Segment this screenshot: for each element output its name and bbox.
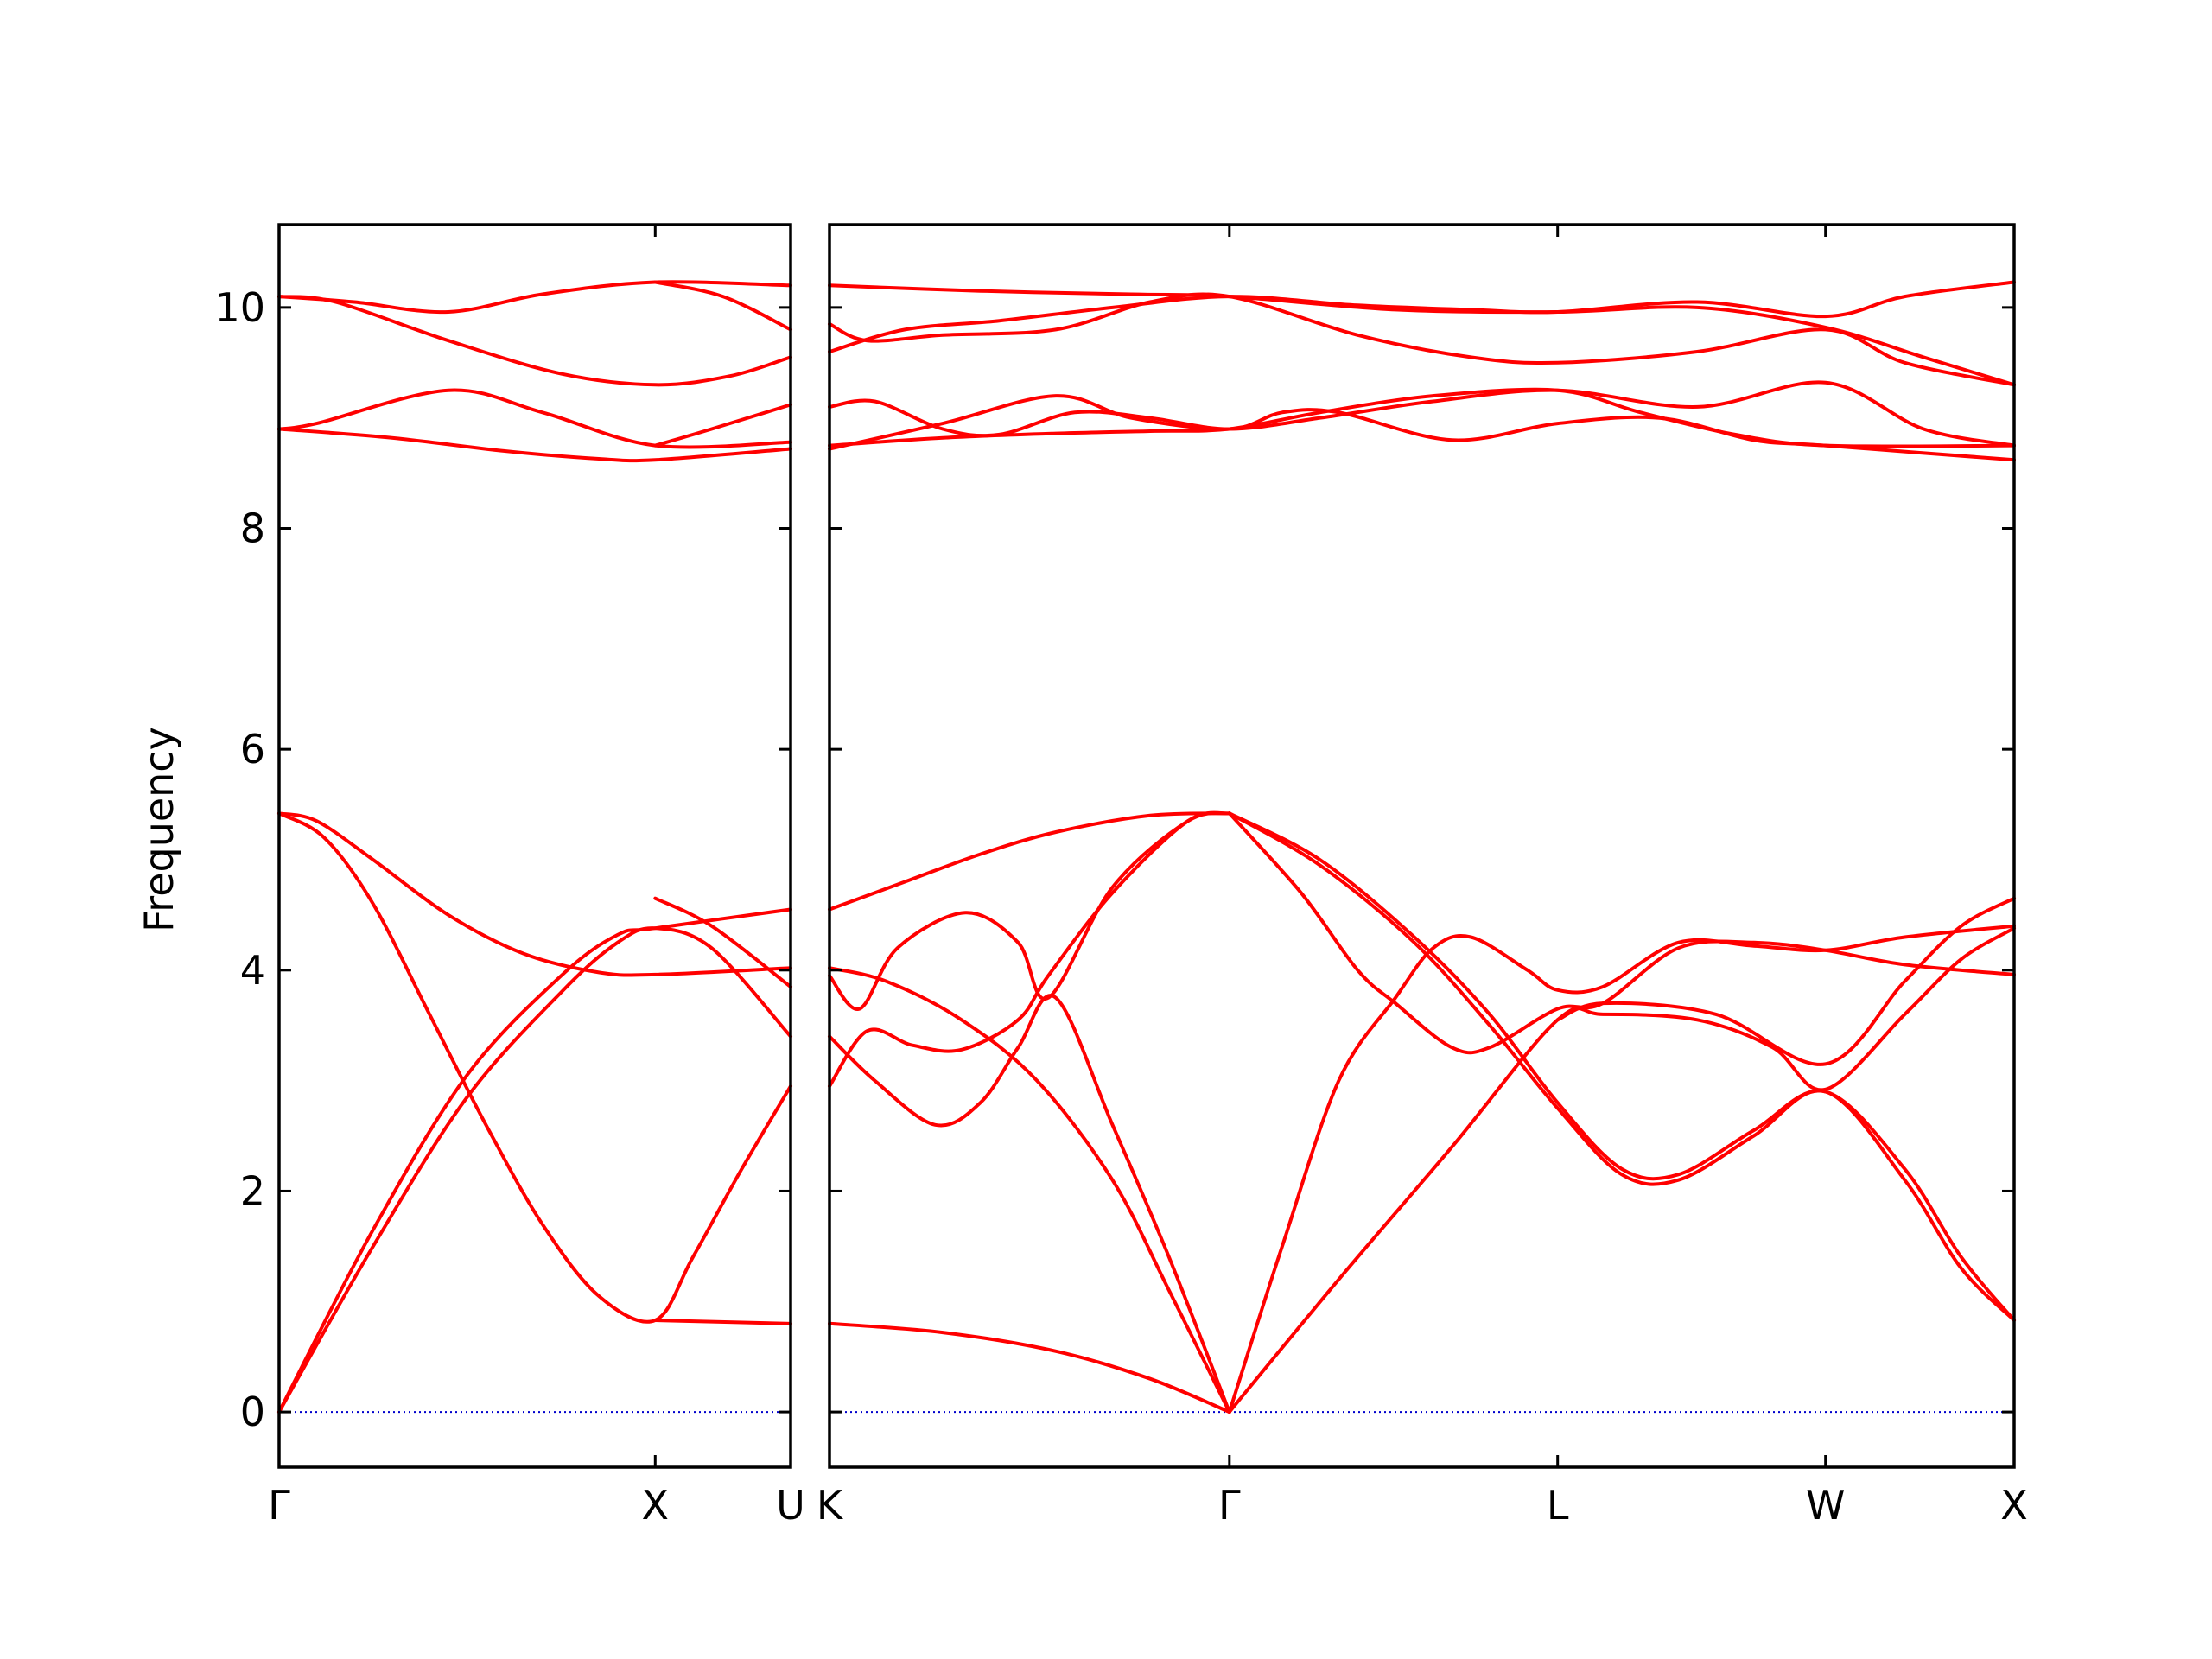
phonon-band-2-9 — [1227, 811, 2016, 1322]
y-axis-label: Frequency — [136, 727, 182, 932]
x-tick-label: K — [817, 1482, 844, 1529]
phonon-band-2-4 — [828, 994, 1231, 1414]
phonon-band-1-7 — [277, 427, 792, 463]
phonon-band-2-18 — [828, 283, 2016, 387]
plot-frame — [828, 223, 2016, 1469]
phonon-band-1-10 — [277, 295, 792, 387]
y-tick-label: 8 — [240, 505, 265, 552]
phonon-band-1-5 — [653, 1319, 792, 1325]
phonon-band-1-2 — [277, 926, 792, 1414]
phonon-band-2-2 — [828, 811, 1231, 912]
y-tick-label: 4 — [240, 947, 265, 994]
y-tick-label: 2 — [240, 1167, 265, 1214]
y-tick-label: 0 — [240, 1389, 265, 1435]
x-tick-label: X — [2000, 1482, 2028, 1529]
phonon-band-2-10 — [1227, 811, 2016, 1322]
phonon-band-2-6 — [828, 810, 1231, 1011]
phonon-band-2-17 — [828, 280, 2016, 353]
x-tick-label: Γ — [1218, 1482, 1241, 1529]
x-tick-label: W — [1806, 1482, 1845, 1529]
phonon-band-2-13 — [828, 387, 2016, 448]
phonon-band-1-12 — [653, 280, 792, 332]
phonon-band-1-9 — [653, 403, 792, 448]
phonon-band-2-1 — [828, 1321, 1231, 1414]
phonon-band-2-11 — [1227, 926, 2016, 1414]
phonon-band-2-3 — [828, 966, 1231, 1414]
phonon-band-1-8 — [277, 388, 792, 449]
phonon-band-2-12 — [1555, 896, 2016, 1066]
phonon-band-1-1 — [277, 907, 792, 1414]
phonon-band-2-8 — [1227, 811, 2016, 1055]
panel-gamma-x-u: 0 2 4 6 8 10 Γ X U — [214, 223, 805, 1529]
phonon-band-2-15 — [828, 380, 2016, 448]
x-tick-label: L — [1547, 1482, 1569, 1529]
phonon-band-1-6 — [653, 896, 792, 988]
y-tick-label: 10 — [214, 284, 265, 331]
phonon-band-1-3 — [277, 811, 792, 1324]
phonon-band-2-5 — [828, 810, 1231, 1088]
x-tick-label: Γ — [268, 1482, 290, 1529]
plot-frame — [277, 223, 792, 1469]
phonon-band-2-14 — [828, 394, 2016, 462]
phonon-band-2-16 — [828, 292, 2016, 387]
y-tick-label: 6 — [240, 726, 265, 772]
phonon-band-1-11 — [277, 280, 792, 315]
phonon-band-1-4 — [277, 811, 792, 977]
x-tick-label: X — [642, 1482, 670, 1529]
x-tick-label: U — [776, 1482, 805, 1529]
